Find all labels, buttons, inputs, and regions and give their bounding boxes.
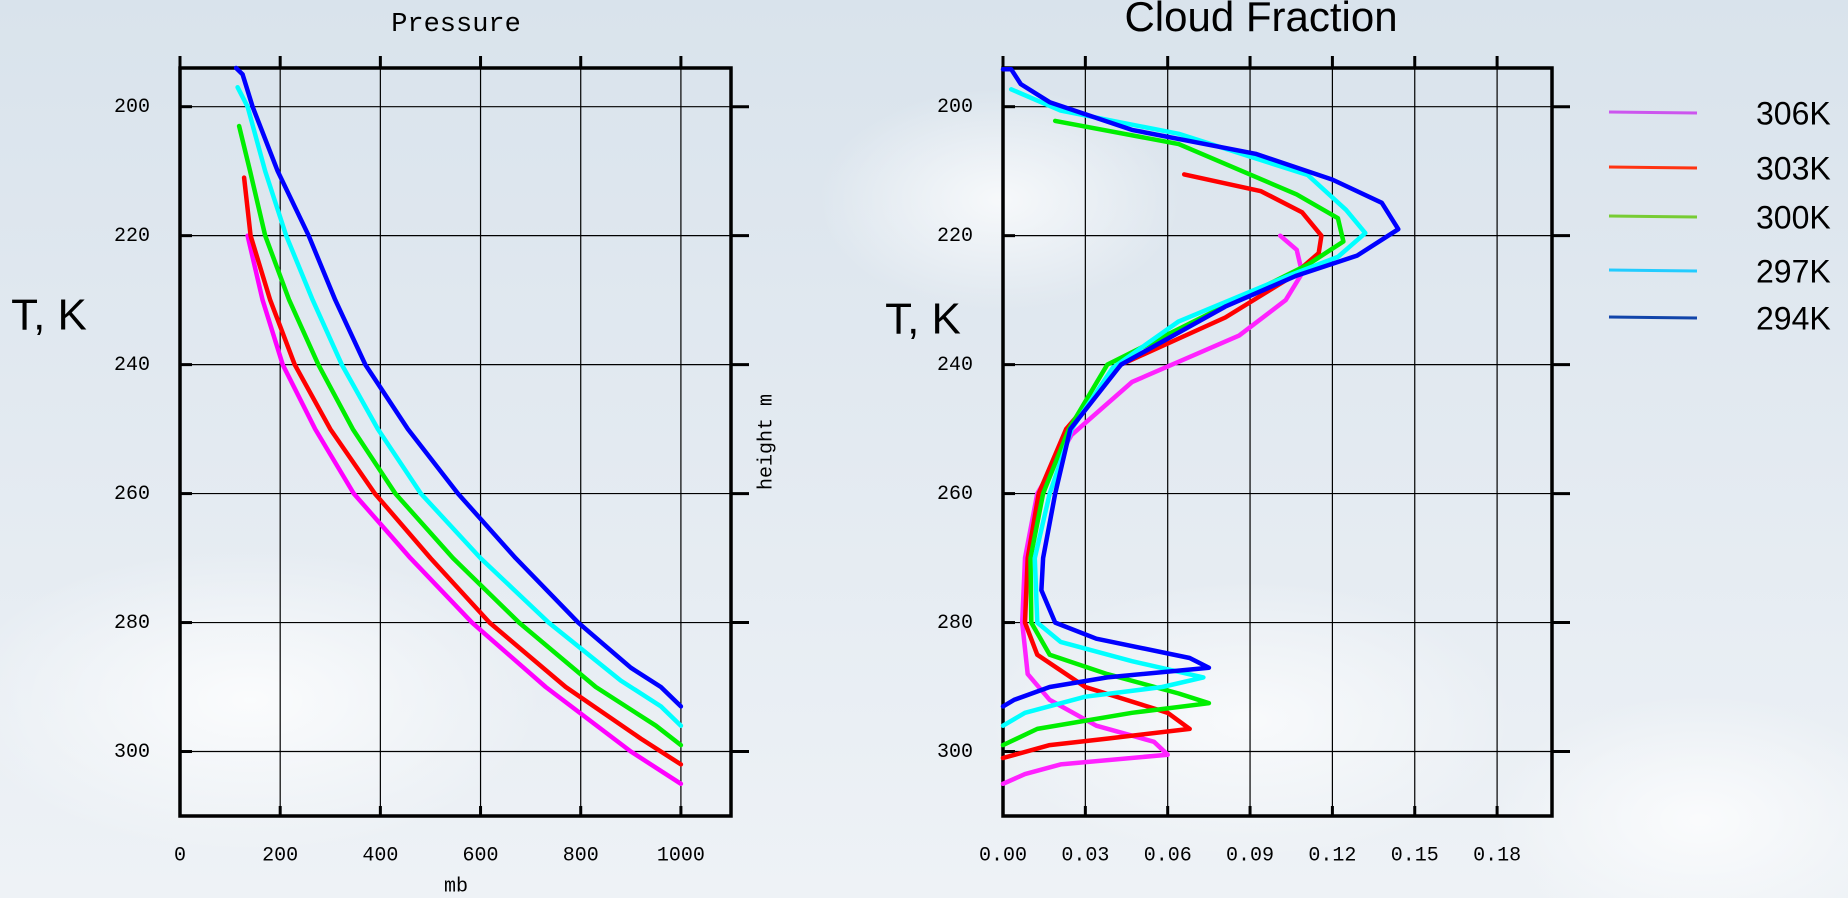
x-tick-label: 0.09 <box>1226 844 1274 867</box>
y-tick-label: 220 <box>937 225 973 248</box>
x-tick-label: 0 <box>174 844 186 867</box>
y-axis-label: T, K <box>885 295 961 344</box>
data-line <box>1003 69 1398 706</box>
data-line <box>1003 89 1365 725</box>
legend-swatch <box>1609 270 1697 271</box>
legend-label: 297K <box>1756 253 1831 289</box>
y-tick-label: 240 <box>114 354 150 377</box>
y-tick-label: 200 <box>114 96 150 119</box>
x-tick-label: 0.00 <box>979 844 1027 867</box>
y2-axis-label: height m <box>755 394 778 490</box>
x-tick-label: 400 <box>362 844 398 867</box>
legend-label: 300K <box>1756 199 1831 235</box>
x-tick-label: 200 <box>262 844 298 867</box>
legend-label: 306K <box>1756 95 1831 131</box>
legend-swatch <box>1609 216 1697 217</box>
x-tick-label: 0.18 <box>1473 844 1521 867</box>
y-tick-label: 200 <box>937 96 973 119</box>
slide: Pressure mb T, K height m Cloud Fraction… <box>0 0 1848 898</box>
plot-frame <box>180 68 731 816</box>
x-axis-label: mb <box>444 875 468 898</box>
y-tick-label: 220 <box>114 225 150 248</box>
x-tick-label: 800 <box>563 844 599 867</box>
y-tick-label: 300 <box>114 741 150 764</box>
legend-label: 294K <box>1756 300 1831 336</box>
legend-swatch <box>1609 167 1697 168</box>
legend-swatch <box>1609 112 1697 113</box>
legend-label: 303K <box>1756 150 1831 186</box>
y-tick-label: 240 <box>937 354 973 377</box>
x-tick-label: 0.15 <box>1391 844 1439 867</box>
x-tick-label: 1000 <box>657 844 705 867</box>
legend-swatch <box>1609 317 1697 318</box>
x-tick-label: 0.06 <box>1144 844 1192 867</box>
y-tick-label: 260 <box>937 483 973 506</box>
x-tick-label: 0.03 <box>1061 844 1109 867</box>
y-axis-label: T, K <box>11 291 87 340</box>
y-tick-label: 280 <box>114 612 150 635</box>
chart-title: Cloud Fraction <box>1124 0 1397 40</box>
chart-title: Pressure <box>391 10 521 40</box>
y-tick-label: 300 <box>937 741 973 764</box>
x-tick-label: 600 <box>463 844 499 867</box>
y-tick-label: 260 <box>114 483 150 506</box>
x-tick-label: 0.12 <box>1308 844 1356 867</box>
y-tick-label: 280 <box>937 612 973 635</box>
data-line <box>1003 121 1343 745</box>
